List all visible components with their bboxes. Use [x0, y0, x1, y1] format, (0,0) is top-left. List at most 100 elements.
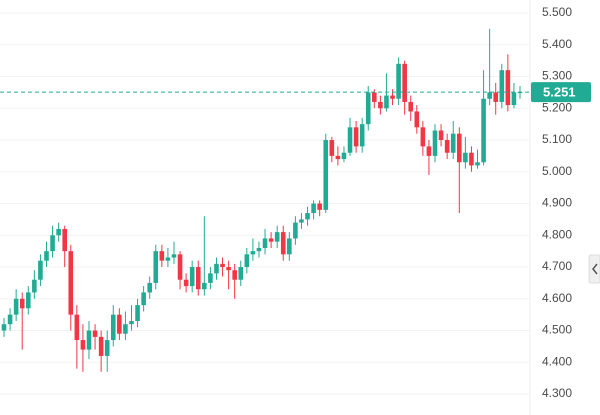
candle-body [171, 254, 177, 258]
candle-body [268, 238, 274, 242]
candle-body [390, 95, 395, 99]
y-tick-label: 4.800 [542, 227, 572, 241]
candle-body [123, 324, 128, 334]
candle-body [165, 257, 171, 261]
candle-body [378, 101, 383, 109]
y-tick-label: 4.500 [542, 323, 572, 337]
candle-body [305, 213, 310, 220]
candle-body [408, 101, 414, 112]
candle-body [280, 232, 286, 255]
candle-body [19, 298, 25, 309]
candle-body [50, 235, 55, 252]
candle-body [463, 152, 468, 163]
y-tick-label: 4.400 [542, 354, 572, 368]
candle-body [98, 336, 104, 356]
candle-body [129, 321, 134, 325]
candle-body [396, 63, 401, 99]
candle-body [135, 305, 140, 322]
candle-body [208, 273, 213, 283]
candle-body [317, 203, 322, 210]
scroll-handle[interactable] [588, 254, 600, 284]
candle-body [444, 140, 450, 153]
candle-body [323, 140, 329, 210]
candle-body [7, 314, 13, 325]
candle-body [493, 92, 499, 102]
candle-body [238, 267, 244, 280]
candle-body [347, 127, 353, 153]
candle-body [469, 152, 474, 166]
candle-body [420, 127, 426, 147]
candle-body [311, 203, 316, 214]
candle-body [159, 251, 165, 261]
candle-body [80, 340, 86, 350]
candle-body [359, 124, 365, 147]
y-tick-label: 5.000 [542, 164, 572, 178]
candle-body [13, 298, 19, 315]
last-price-label: 5.251 [543, 85, 576, 100]
candle-body [86, 330, 92, 350]
y-tick-label: 5.300 [542, 69, 572, 83]
y-tick-label: 5.400 [542, 37, 572, 51]
candle-body [189, 267, 195, 287]
candle-body [505, 70, 511, 106]
y-tick-label: 5.200 [542, 100, 572, 114]
candle-body [1, 324, 7, 331]
candle-body [202, 282, 207, 290]
candle-body [456, 133, 462, 163]
candle-body [402, 63, 407, 102]
candle-body [220, 263, 225, 268]
candle-body [293, 222, 298, 239]
candle-body [195, 267, 201, 290]
candle-body [499, 70, 505, 102]
candle-body [341, 152, 347, 160]
y-tick-label: 4.300 [542, 386, 572, 400]
candle-body [141, 292, 146, 306]
y-tick-label: 5.100 [542, 132, 572, 146]
candle-body [250, 251, 256, 255]
candle-body [68, 251, 74, 315]
candle-body [274, 232, 280, 242]
candle-body [426, 146, 432, 156]
candle-body [414, 111, 420, 128]
candle-body [92, 330, 98, 337]
candle-body [256, 247, 262, 252]
candle-body [183, 279, 189, 287]
candle-body [44, 251, 49, 261]
candle-body [177, 254, 183, 280]
candle-body [25, 292, 31, 309]
candle-body [244, 254, 250, 268]
y-tick-label: 4.600 [542, 291, 572, 305]
candle-body [353, 127, 359, 147]
y-tick-label: 4.900 [542, 196, 572, 210]
candle-body [117, 314, 122, 334]
candle-body [384, 95, 389, 109]
candle-body [38, 260, 43, 280]
candle-body [511, 92, 517, 106]
candle-body [104, 340, 110, 356]
candle-body [110, 314, 116, 341]
candle-body [62, 228, 68, 252]
candle-body [481, 98, 486, 163]
candle-body [147, 282, 152, 293]
candle-body [365, 92, 371, 125]
last-price-tag [531, 82, 591, 103]
candle-body [153, 251, 159, 283]
candle-body [32, 279, 37, 293]
candle-body [438, 130, 444, 141]
candle-body [335, 155, 341, 160]
y-tick-label: 4.700 [542, 259, 572, 273]
candle-body [74, 314, 80, 341]
candle-body [432, 130, 438, 156]
candle-body [214, 263, 219, 274]
candle-body [372, 92, 377, 102]
candle-body [232, 270, 237, 280]
candle-body [287, 238, 292, 255]
candle-body [487, 92, 492, 99]
candle-body [450, 133, 456, 153]
candle-body [56, 228, 61, 236]
candle-body [262, 238, 268, 248]
candle-body [329, 140, 335, 156]
candle-body [226, 267, 231, 271]
candle-body [299, 219, 304, 223]
